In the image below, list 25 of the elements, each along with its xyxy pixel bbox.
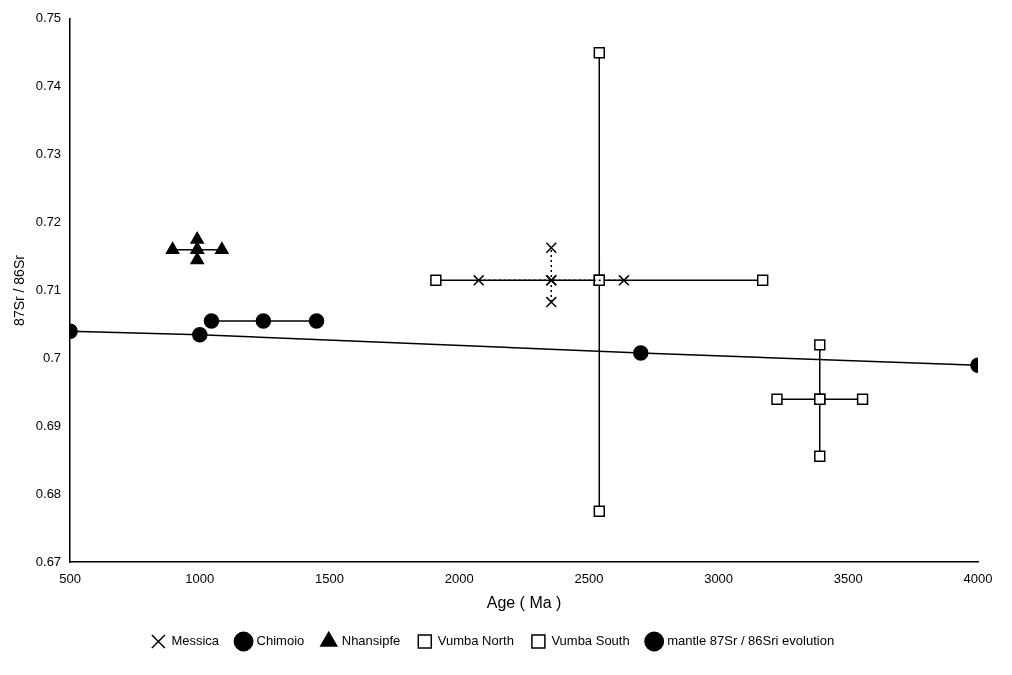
y-tick-label: 0.73 [35,146,62,162]
y-axis-title: 87Sr / 86Sr [11,254,28,326]
x-axis-title: Age ( Ma ) [486,593,562,611]
x-tick-label: 2500 [574,570,604,586]
legend-label: Chimoio [256,633,305,649]
legend-label: Vumba North [437,633,514,649]
legend-label: Vumba South [551,633,630,649]
x-tick-label: 500 [59,570,81,586]
x-tick-label: 4000 [963,570,993,586]
x-tick-label: 3500 [833,570,863,586]
y-tick-label: 0.71 [35,282,62,298]
y-tick-label: 0.72 [35,214,62,230]
legend-label: Messica [171,633,220,649]
y-tick-label: 0.75 [35,10,62,26]
legend-label: mantle 87Sr / 86Sri evolution [667,633,835,649]
x-tick-label: 2000 [444,570,474,586]
x-tick-label: 1000 [185,570,215,586]
y-tick-label: 0.68 [35,485,62,501]
y-tick-label: 0.7 [43,350,62,365]
y-tick-label: 0.69 [35,417,62,433]
y-tick-label: 0.67 [35,553,62,569]
x-tick-label: 3000 [704,570,734,586]
x-tick-label: 1500 [315,570,344,586]
legend-label: Nhansipfe [341,633,401,649]
y-tick-label: 0.74 [35,78,62,94]
